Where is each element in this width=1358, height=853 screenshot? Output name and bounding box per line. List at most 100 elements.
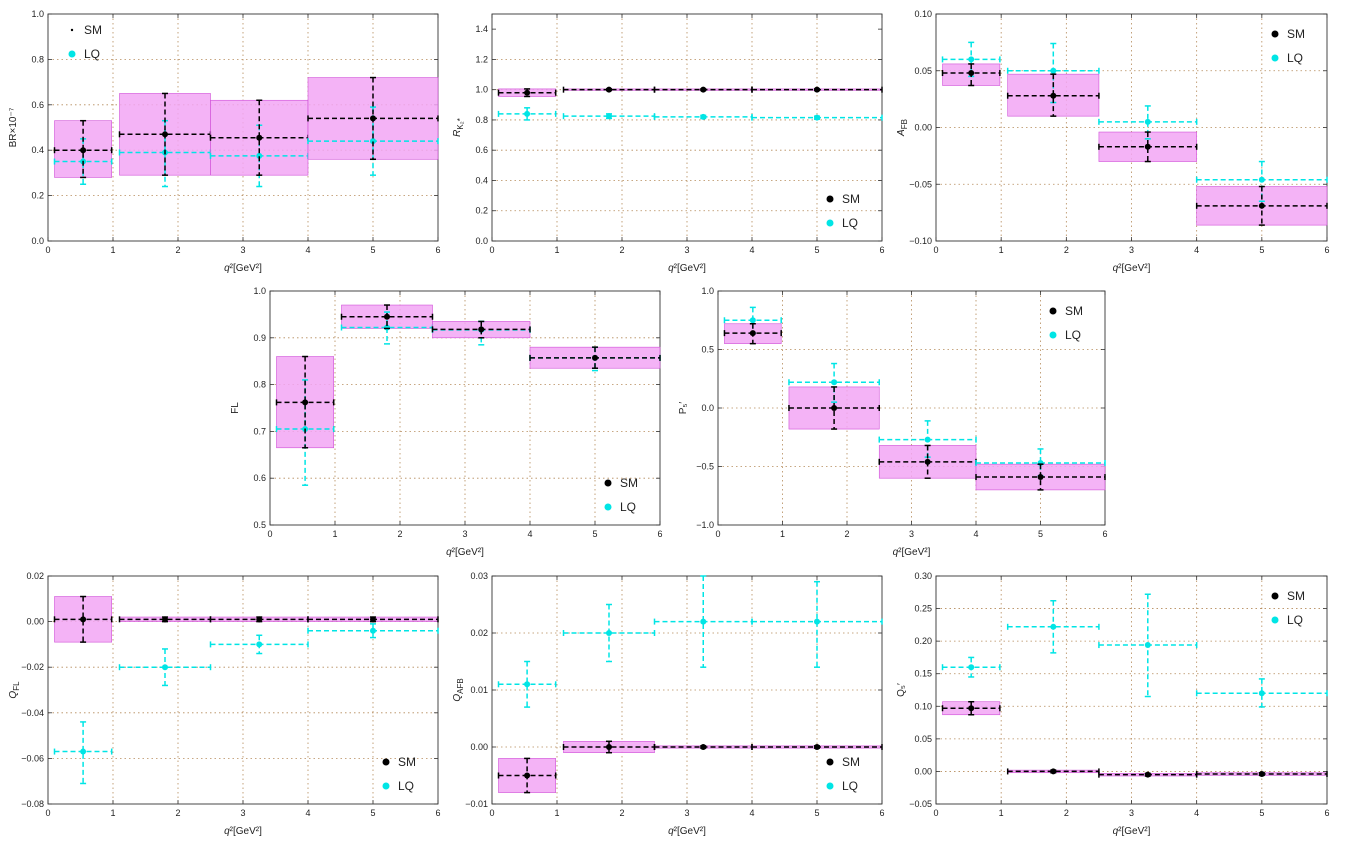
legend-sm-marker — [382, 758, 390, 766]
lq-point — [524, 681, 531, 688]
x-tick-label: 0 — [45, 808, 50, 818]
y-tick-label: 0.5 — [253, 520, 266, 530]
x-tick-label: 3 — [684, 808, 689, 818]
legend-lq-label: LQ — [84, 47, 100, 61]
x-tick-label: 5 — [1259, 808, 1264, 818]
legend-sm-marker — [604, 479, 612, 487]
y-tick-label: 0.00 — [26, 617, 44, 627]
y-tick-label: −0.08 — [21, 799, 44, 809]
sm-point — [814, 744, 820, 750]
legend-lq-marker — [382, 782, 390, 790]
y-tick-label: 0.20 — [914, 636, 932, 646]
sm-point — [478, 326, 485, 333]
x-tick-label: 5 — [814, 245, 819, 255]
sm-point — [256, 134, 263, 141]
sm-point — [256, 616, 263, 623]
sm-point — [1144, 771, 1151, 778]
x-tick-label: 5 — [370, 808, 375, 818]
lq-point — [370, 138, 376, 145]
sm-point — [968, 70, 975, 77]
x-tick-label: 3 — [684, 245, 689, 255]
x-tick-label: 6 — [1324, 808, 1329, 818]
y-tick-label: 0.10 — [914, 9, 932, 19]
legend: SM LQ — [826, 755, 860, 793]
y-tick-label: 1.0 — [701, 286, 714, 296]
y-tick-label: 0.6 — [253, 473, 266, 483]
legend-sm-marker — [826, 758, 834, 766]
lq-point — [814, 618, 820, 625]
lq-point — [924, 436, 931, 443]
lq-point — [1144, 642, 1151, 649]
x-tick-label: 6 — [1102, 529, 1107, 539]
sm-point — [968, 705, 975, 712]
y-tick-label: 0.9 — [253, 333, 266, 343]
sm-point — [162, 131, 168, 138]
x-tick-label: 0 — [715, 529, 720, 539]
lq-point — [162, 664, 168, 671]
x-tick-label: 0 — [933, 245, 938, 255]
legend-sm-marker — [826, 195, 834, 203]
x-axis-label: q²[GeV²] — [668, 826, 706, 837]
legend-lq-label: LQ — [620, 500, 636, 514]
y-tick-label: −1.0 — [696, 520, 714, 530]
legend-lq-marker — [826, 782, 834, 790]
x-tick-label: 0 — [45, 245, 50, 255]
lq-point — [749, 317, 756, 324]
lq-point — [1144, 118, 1151, 125]
x-axis-label: q²[GeV²] — [1113, 263, 1151, 274]
y-tick-label: 0.25 — [914, 604, 932, 614]
legend-lq-label: LQ — [1287, 613, 1303, 627]
x-tick-label: 2 — [397, 529, 402, 539]
x-tick-label: 6 — [435, 245, 440, 255]
x-tick-label: 5 — [1259, 245, 1264, 255]
y-tick-label: 1.4 — [475, 24, 488, 34]
y-tick-label: −0.5 — [696, 462, 714, 472]
lq-point — [1258, 176, 1265, 183]
x-tick-label: 0 — [489, 808, 494, 818]
legend-sm-label: SM — [84, 23, 102, 37]
lq-point — [370, 627, 376, 634]
y-tick-label: 1.2 — [475, 54, 488, 64]
y-tick-label: 0.01 — [470, 685, 488, 695]
lq-point — [700, 113, 707, 120]
y-tick-label: 1.0 — [253, 286, 266, 296]
x-axis-label: q²[GeV²] — [446, 547, 484, 558]
y-axis-label: P₅′ — [678, 402, 689, 415]
y-axis-label: QFL — [8, 681, 21, 699]
lq-point — [606, 630, 612, 636]
sm-point — [162, 616, 168, 623]
sm-point — [592, 354, 598, 361]
x-tick-label: 6 — [879, 808, 884, 818]
x-tick-label: 2 — [619, 808, 624, 818]
y-tick-label: 0.8 — [475, 115, 488, 125]
lq-point — [1050, 67, 1057, 74]
x-tick-label: 6 — [657, 529, 662, 539]
chart-p5: 0 1 2 3 4 5 6 −1.0 −0.5 0.0 0.5 1.0 q²[GeV²] P₅′ SM LQ — [678, 286, 1108, 558]
sm-point — [924, 458, 931, 465]
legend-sm-marker — [1271, 30, 1279, 38]
lq-point — [606, 113, 612, 120]
y-tick-label: 0.02 — [470, 628, 488, 638]
chart-qafb: 0 1 2 3 4 5 6 −0.01 0.00 0.01 0.02 0.03 q²[GeV²] QAFB… — [452, 571, 885, 837]
x-tick-label: 4 — [527, 529, 532, 539]
chart-rk: 0 1 2 3 4 5 6 0.0 0.2 0.4 0.6 0.8 1.0 1.2 1.4 q²[GeV²] R… — [452, 13, 885, 274]
y-tick-label: 0.10 — [914, 701, 932, 711]
lq-point — [700, 618, 707, 625]
legend-sm-label: SM — [1287, 589, 1305, 603]
y-axis-label: RK₂* — [452, 118, 465, 137]
sm-point — [700, 86, 707, 93]
lq-point — [524, 110, 531, 117]
y-tick-label: 0.03 — [470, 571, 488, 581]
y-tick-label: 0.00 — [914, 123, 932, 133]
y-axis-label: BR×10⁻⁷ — [8, 107, 19, 147]
x-tick-label: 1 — [332, 529, 337, 539]
y-tick-label: 0.00 — [470, 742, 488, 752]
sm-point — [814, 86, 820, 93]
x-tick-label: 2 — [1064, 808, 1069, 818]
lq-point — [256, 152, 263, 159]
x-tick-label: 5 — [592, 529, 597, 539]
x-tick-label: 4 — [305, 245, 310, 255]
legend-sm-marker — [1271, 592, 1279, 600]
legend-lq-marker — [604, 503, 612, 511]
legend-lq-marker — [1049, 331, 1057, 339]
